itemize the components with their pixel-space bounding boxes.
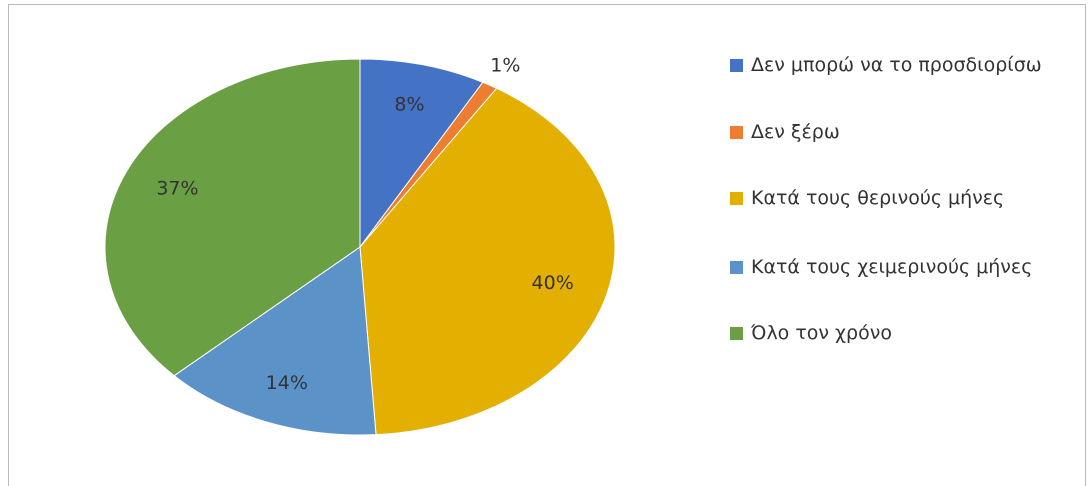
legend-item: Δεν μπορώ να το προσδιορίσω	[730, 52, 1075, 79]
legend-swatch	[730, 261, 743, 274]
legend-label: Κατά τους θερινούς μήνες	[751, 187, 1005, 209]
data-label: 1%	[490, 54, 520, 76]
pie-slice	[359, 87, 616, 436]
pie-slice	[104, 58, 361, 377]
pie-slice	[359, 58, 484, 249]
legend-swatch	[730, 192, 743, 205]
legend-label: Όλο τον χρόνο	[751, 322, 892, 344]
chart-frame	[8, 4, 1086, 486]
pie-slice	[173, 246, 377, 436]
legend-item: Δεν ξέρω	[730, 119, 1075, 146]
legend-label: Δεν μπορώ να το προσδιορίσω	[751, 54, 1042, 76]
legend-item: Όλο τον χρόνο	[730, 320, 1075, 347]
data-label: 14%	[266, 372, 308, 394]
legend-swatch	[730, 59, 743, 72]
legend-item: Κατά τους χειμερινούς μήνες	[730, 254, 1075, 281]
legend-item: Κατά τους θερινούς μήνες	[730, 185, 1075, 212]
data-label: 37%	[156, 177, 198, 199]
legend-swatch	[730, 126, 743, 139]
legend-swatch	[730, 327, 743, 340]
data-label: 40%	[532, 272, 574, 294]
legend-label: Κατά τους χειμερινούς μήνες	[751, 256, 1033, 278]
legend-label: Δεν ξέρω	[751, 121, 840, 143]
data-label: 8%	[394, 93, 424, 115]
